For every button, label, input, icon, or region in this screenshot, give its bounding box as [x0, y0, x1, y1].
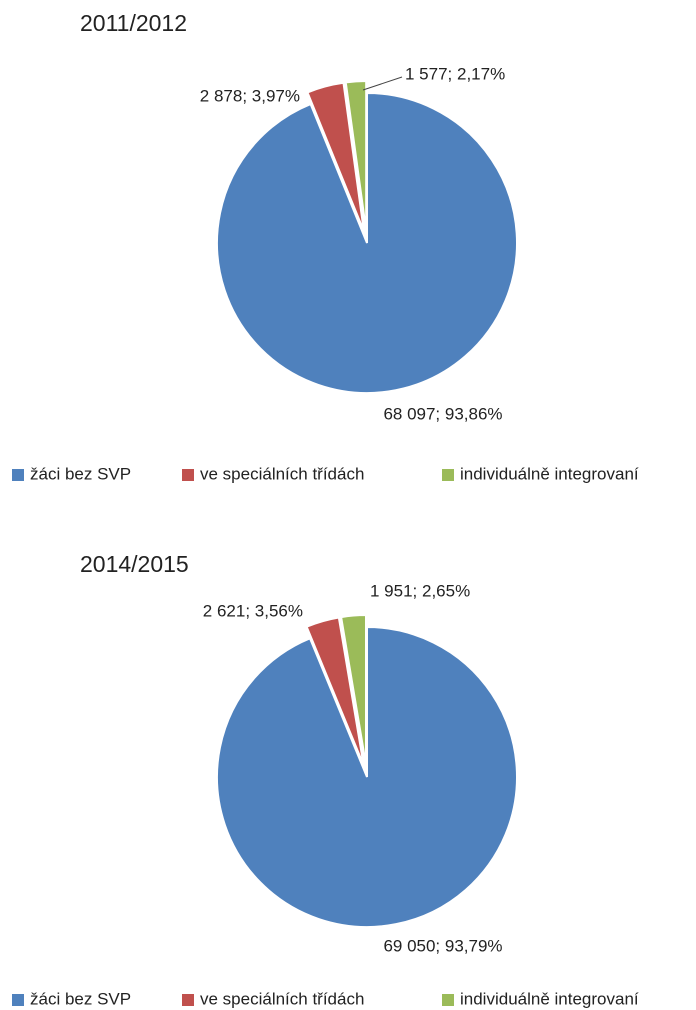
data-label: 1 577; 2,17% — [405, 64, 505, 83]
chart-title: 2011/2012 — [80, 10, 187, 36]
legend-swatch — [12, 994, 24, 1006]
legend-label: žáci bez SVP — [30, 989, 131, 1008]
data-label: 68 097; 93,86% — [383, 404, 502, 423]
pie-slice — [339, 614, 368, 766]
leader-line — [362, 76, 403, 91]
pie-slice — [216, 625, 518, 928]
legend-swatch — [182, 994, 194, 1006]
legend-label: ve speciálních třídách — [200, 464, 364, 483]
legend-label: individuálně integrovaní — [460, 989, 639, 1008]
data-label: 2 621; 3,56% — [203, 601, 303, 620]
legend-swatch — [442, 469, 454, 481]
legend-swatch — [12, 469, 24, 481]
data-label: 2 878; 3,97% — [200, 86, 300, 105]
pie-slice — [306, 81, 365, 232]
data-label: 69 050; 93,79% — [383, 936, 502, 955]
legend-label: individuálně integrovaní — [460, 464, 639, 483]
pie-slice — [305, 616, 365, 766]
legend-label: ve speciálních třídách — [200, 989, 364, 1008]
legend-swatch — [182, 469, 194, 481]
pie-slice — [344, 80, 368, 232]
legend-label: žáci bez SVP — [30, 464, 131, 483]
chart-title: 2014/2015 — [80, 551, 189, 577]
legend-swatch — [442, 994, 454, 1006]
pie-slice — [216, 91, 518, 394]
data-label: 1 951; 2,65% — [370, 581, 470, 600]
